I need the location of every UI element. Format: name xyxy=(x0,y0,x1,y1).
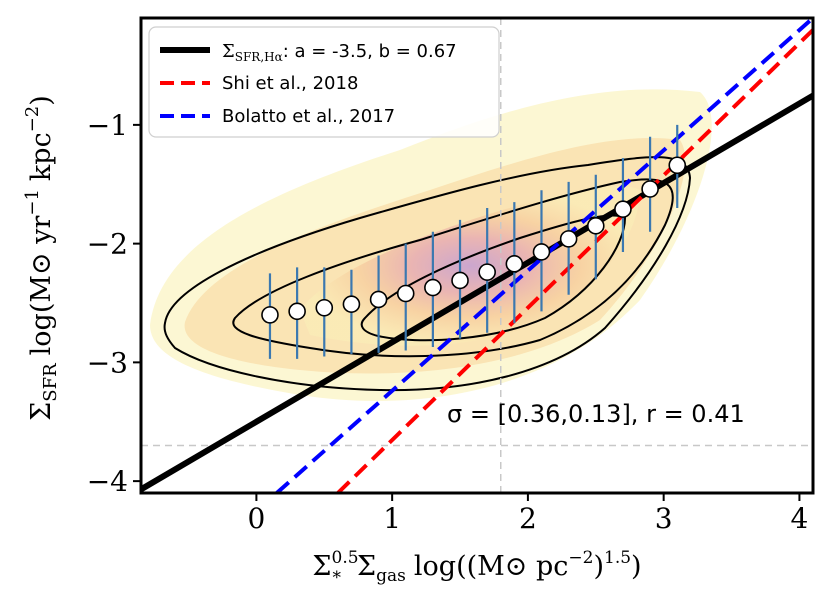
ylabel-exp1: −1 xyxy=(22,189,43,216)
median-point xyxy=(586,217,605,235)
legend-fit-sub: SFR,Hα xyxy=(235,50,283,64)
x-tick-label: 4 xyxy=(791,502,809,535)
x-tick-label: 0 xyxy=(247,502,265,535)
ylabel-sub: SFR xyxy=(40,363,61,402)
x-tick-label: 1 xyxy=(383,502,401,535)
plot-frame xyxy=(139,16,815,495)
xlabel-units: log((M⊙ pc xyxy=(414,551,569,582)
y-tick-label: −3 xyxy=(87,346,128,379)
legend-label-bolatto: Bolatto et al., 2017 xyxy=(222,106,395,127)
xlabel-sigma2: Σ xyxy=(357,551,376,582)
median-point xyxy=(315,298,334,317)
y-tick-label: −1 xyxy=(87,109,128,142)
xlabel-sigma1: Σ xyxy=(312,551,331,582)
median-point xyxy=(369,290,388,309)
median-point xyxy=(424,278,442,297)
xlabel-exp: −2 xyxy=(568,548,593,568)
median-point xyxy=(288,302,306,321)
x-tick-label: 3 xyxy=(655,502,673,535)
y-tick-label: −4 xyxy=(87,465,128,498)
ylabel-exp2: −2 xyxy=(22,106,43,133)
y-ticks: −4 −3 −2 −1 xyxy=(87,109,141,498)
x-tick-label: 2 xyxy=(519,502,537,535)
median-point xyxy=(614,200,632,218)
contours xyxy=(163,156,692,392)
median-point xyxy=(396,284,415,303)
shi-2018-line-series xyxy=(336,28,813,493)
contour-outer xyxy=(163,156,692,392)
legend-fit-sigma: Σ xyxy=(222,41,235,62)
xlabel-sub2: gas xyxy=(376,566,406,586)
fit-line-series xyxy=(141,92,813,492)
median-point xyxy=(451,271,469,290)
xlabel-exp2: 1.5 xyxy=(604,548,631,568)
ylabel-units: log(M⊙ yr xyxy=(26,216,57,356)
median-point xyxy=(478,263,496,281)
ylabel-sigma: Σ xyxy=(26,402,57,421)
x-ticks: 0 1 2 3 4 xyxy=(247,493,808,535)
median-point xyxy=(668,156,687,175)
contour-inner xyxy=(360,214,627,342)
xlabel-close: ) xyxy=(593,551,604,582)
legend-box xyxy=(148,26,500,138)
stats-annotation: σ = [0.36,0.13], r = 0.41 xyxy=(447,400,745,428)
y-axis-title: ΣSFR log(M⊙ yr−1 kpc−2) xyxy=(22,95,61,421)
ylabel-mid: kpc xyxy=(26,132,57,181)
legend-fit-rest: : a = -3.5, b = 0.67 xyxy=(283,41,457,62)
xlabel-close2: ) xyxy=(631,551,642,582)
xlabel-sub1: * xyxy=(333,568,342,588)
contour-mid xyxy=(232,178,674,358)
xlabel-sup1: 0.5 xyxy=(332,548,359,568)
density-inner xyxy=(300,185,640,346)
ylabel-close: ) xyxy=(26,95,57,106)
median-points xyxy=(261,156,687,324)
median-point xyxy=(261,306,279,324)
legend-label-shi: Shi et al., 2018 xyxy=(222,73,358,94)
x-axis-title: Σ0.5 * Σgas log((M⊙ pc−2)1.5) xyxy=(312,548,641,588)
y-tick-label: −2 xyxy=(87,228,128,261)
median-point xyxy=(505,255,524,273)
median-point xyxy=(342,295,361,313)
median-point xyxy=(532,243,551,261)
legend-label-fit: ΣSFR,Hα: a = -3.5, b = 0.67 xyxy=(222,41,457,64)
legend: ΣSFR,Hα: a = -3.5, b = 0.67 Shi et al., … xyxy=(148,26,500,138)
median-point xyxy=(641,180,659,198)
median-point xyxy=(559,230,578,248)
